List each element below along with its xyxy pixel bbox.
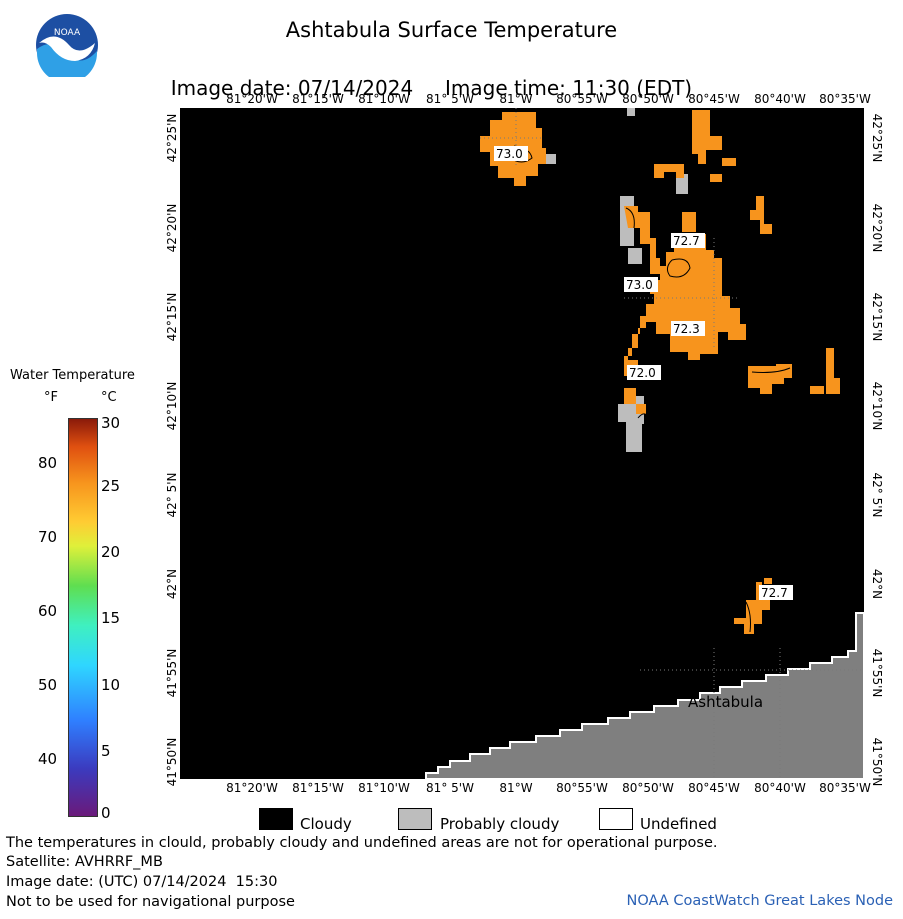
lon-label-top: 81° 5'W [426,92,474,106]
legend-tick-c: 25 [101,477,121,495]
utc-date-text: Image date: (UTC) 07/14/2024 15:30 [6,874,278,890]
temp-label: 72.7 [761,586,788,600]
lat-label-right: 42°25'N [870,113,884,163]
disclaimer-text: The temperatures in clould, probably clo… [6,835,718,851]
temp-label: 73.0 [626,278,653,292]
lon-label-bottom: 80°55'W [556,781,608,795]
lon-label-top: 81°20'W [226,92,278,106]
satellite-text: Satellite: AVHRRF_MB [6,854,163,870]
lat-label-right: 42°10'N [870,381,884,431]
legend-tick-c: 0 [101,804,111,822]
navigation-warning: Not to be used for navigational purpose [6,894,295,910]
undefined-label: Undefined [640,815,717,833]
lat-label-right: 41°55'N [870,648,884,698]
credit-text: NOAA CoastWatch Great Lakes Node [626,893,893,909]
legend-tick-c: 10 [101,676,121,694]
lat-label-right: 42° 5'N [870,472,884,518]
lat-label-right: 42°15'N [870,292,884,342]
lat-label-left: 42°15'N [165,292,179,342]
legend-unit-f: °F [44,390,58,405]
lon-label-top: 81°15'W [292,92,344,106]
logo-text: NOAA [54,28,81,38]
lon-label-bottom: 81°15'W [292,781,344,795]
legend-tick-c: 20 [101,543,121,561]
image-time-label: Image time: 11:30 (EDT) [444,76,693,100]
probably-cloudy-swatch [398,808,432,830]
lat-label-left: 42°N [165,568,179,600]
lon-label-bottom: 81°W [499,781,533,795]
probably-cloudy-label: Probably cloudy [440,815,560,833]
lon-label-top: 81°10'W [358,92,410,106]
legend-title: Water Temperature [10,368,135,383]
lat-label-right: 41°50'N [870,737,884,787]
lon-label-top: 80°35'W [819,92,871,106]
land-area [425,612,864,779]
map-title: Ashtabula Surface Temperature [285,18,618,42]
legend-tick-f: 60 [38,602,58,620]
image-date-time: Image date: 07/14/2024 Image time: 11:30… [158,52,692,100]
legend-tick-c: 15 [101,609,121,627]
image-date-label: Image date: 07/14/2024 [170,76,414,100]
legend-tick-f: 70 [38,528,58,546]
undefined-swatch [599,808,633,830]
cloudy-label: Cloudy [300,815,352,833]
legend-tick-f: 80 [38,454,58,472]
lat-label-left: 41°50'N [165,737,179,787]
lat-label-left: 42° 5'N [165,472,179,518]
lon-label-bottom: 80°35'W [819,781,871,795]
temp-label: 73.0 [496,147,523,161]
legend-tick-f: 40 [38,750,58,768]
cloudy-swatch [259,808,293,830]
legend-tick-f: 50 [38,676,58,694]
lon-label-bottom: 81°10'W [358,781,410,795]
lat-label-left: 42°10'N [165,381,179,431]
temperature-colorbar [68,418,98,817]
ashtabula-label: Ashtabula [688,693,763,711]
noaa-logo-icon: NOAA [36,14,98,77]
temp-label: 72.0 [629,366,656,380]
lat-label-left: 42°20'N [165,203,179,253]
temp-label: 72.3 [673,322,700,336]
lon-label-top: 80°50'W [622,92,674,106]
lat-label-left: 41°55'N [165,648,179,698]
lat-label-right: 42°N [870,568,884,600]
lon-label-bottom: 80°50'W [622,781,674,795]
legend-tick-c: 5 [101,742,111,760]
lon-label-top: 80°55'W [556,92,608,106]
temperature-map: Ashtabula 73.0 72.7 73.0 72.3 72.0 72.7 [180,108,864,779]
lat-label-right: 42°20'N [870,203,884,253]
lon-label-bottom: 81°20'W [226,781,278,795]
legend-tick-c: 30 [101,414,121,432]
lon-label-top: 80°45'W [688,92,740,106]
lon-label-bottom: 81° 5'W [426,781,474,795]
legend-unit-c: °C [101,390,117,405]
lon-label-top: 80°40'W [754,92,806,106]
temperature-labels: 73.0 72.7 73.0 72.3 72.0 72.7 [494,146,793,600]
lat-label-left: 42°25'N [165,113,179,163]
ashtabula-marker [685,673,695,683]
graticule-lines [480,108,864,779]
temp-label: 72.7 [673,234,700,248]
lon-label-bottom: 80°45'W [688,781,740,795]
lon-label-bottom: 80°40'W [754,781,806,795]
lon-label-top: 81°W [499,92,533,106]
